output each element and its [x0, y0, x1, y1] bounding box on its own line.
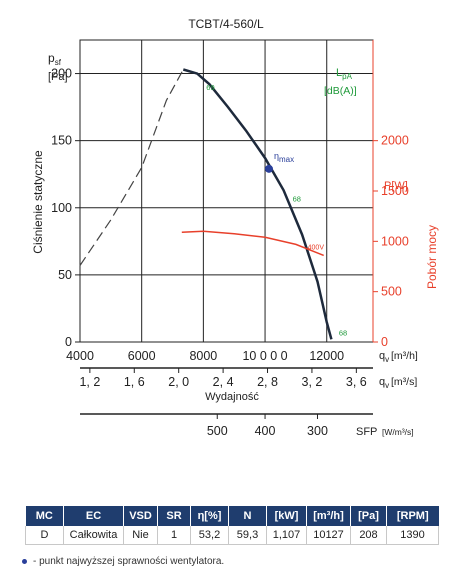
- y-tick-label: 150: [51, 134, 72, 148]
- noise-legend-symbol: LpA: [336, 67, 353, 81]
- m3s-tick-label: 3, 2: [302, 375, 323, 389]
- eta-max-label: ηmax: [274, 151, 294, 164]
- table-cell: 59,3: [228, 526, 267, 545]
- x-axis-unit-m3s: [m³/s]: [391, 376, 417, 388]
- table-header-cell: SR: [157, 506, 191, 526]
- table-cell: D: [25, 526, 64, 545]
- parameters-table: MC EC VSD SR η[%] N [kW] [m³/h] [Pa] [RPM] D Całko…: [25, 506, 439, 545]
- y-axis-title: Ciśnienie statyczne: [31, 150, 45, 254]
- y-tick-label: 200: [51, 67, 72, 81]
- m3s-tick-label: 3, 6: [346, 375, 367, 389]
- noise-legend-unit: [dB(A)]: [324, 85, 357, 97]
- table-header-cell: MC: [25, 506, 64, 526]
- noise-value-label: 68: [293, 194, 301, 203]
- table-header-cell: [Pa]: [350, 506, 387, 526]
- table-cell: 1: [157, 526, 191, 545]
- curves: [79, 68, 333, 340]
- x-tick-label: 12000: [309, 349, 344, 363]
- eta-max-dot-icon: [22, 558, 27, 564]
- y2-tick-label: 1000: [381, 234, 409, 248]
- y-axis-unit: [Pa]: [48, 71, 68, 83]
- y-tick-label: 100: [51, 201, 72, 215]
- y2-tick-label: 1500: [381, 184, 409, 198]
- power-curve-400v: [181, 230, 324, 257]
- table-header-cell: [kW]: [266, 506, 307, 526]
- grid: [79, 39, 374, 343]
- pressure-curve: [182, 68, 333, 340]
- x-axis-title: Wydajność: [205, 391, 259, 403]
- chart-title: TCBT/4-560/L: [188, 17, 264, 31]
- table-cell: Całkowita: [63, 526, 124, 545]
- x-tick-label: 4000: [66, 349, 94, 363]
- x-tick-label: 6000: [128, 349, 156, 363]
- y-tick-label: 0: [65, 335, 72, 349]
- noise-value-label: 68: [339, 329, 347, 338]
- table-header-cell: [RPM]: [386, 506, 439, 526]
- sfp-axis-unit: [W/m³/s]: [382, 427, 414, 437]
- sfp-tick-label: 500: [207, 424, 228, 438]
- table-row: D Całkowita Nie 1 53,2 59,3 1,107 10127 208 1390: [25, 526, 439, 545]
- y2-axis-unit: P[W]: [384, 180, 408, 192]
- y2-tick-label: 0: [381, 335, 388, 349]
- table-header-cell: N: [228, 506, 267, 526]
- m3s-tick-label: 2, 4: [213, 375, 234, 389]
- table-cell: 1390: [386, 526, 439, 545]
- table-cell: 208: [350, 526, 387, 545]
- x-tick-label: 8000: [189, 349, 217, 363]
- x-axis-symbol-m3s: qv: [379, 376, 389, 390]
- sfp-tick-label: 400: [255, 424, 276, 438]
- footnote-text: - punkt najwyższej sprawności wentylator…: [33, 556, 225, 567]
- footnote: - punkt najwyższej sprawności wentylator…: [22, 556, 224, 567]
- y2-tick-label: 2000: [381, 134, 409, 148]
- table-cell: 10127: [306, 526, 351, 545]
- y2-axis-title: Pobór mocy: [425, 225, 439, 289]
- y-axis-symbol: psf: [48, 51, 62, 67]
- pressure-curve-unstable: [79, 69, 184, 266]
- power-curve-label: 400V: [308, 244, 325, 251]
- y2-tick-label: 500: [381, 285, 402, 299]
- m3s-tick-label: 1, 2: [79, 375, 100, 389]
- x-axis-symbol-m3h: qv: [379, 350, 389, 364]
- m3s-tick-label: 1, 6: [124, 375, 145, 389]
- table-header-row: MC EC VSD SR η[%] N [kW] [m³/h] [Pa] [RPM]: [25, 506, 439, 526]
- table-header-cell: [m³/h]: [306, 506, 351, 526]
- table-cell: Nie: [123, 526, 158, 545]
- x-axis-unit-m3h: [m³/h]: [391, 350, 418, 362]
- sfp-axis-label: SFP: [356, 426, 377, 438]
- x-tick-label: 10 0 0 0: [242, 349, 287, 363]
- sfp-tick-label: 300: [307, 424, 328, 438]
- table-header-cell: VSD: [123, 506, 158, 526]
- y-tick-label: 50: [58, 268, 72, 282]
- m3s-tick-label: 2, 0: [168, 375, 189, 389]
- m3s-tick-label: 2, 8: [257, 375, 278, 389]
- table-cell: 53,2: [190, 526, 229, 545]
- table-cell: 1,107: [266, 526, 307, 545]
- eta-max-point: [264, 164, 273, 173]
- table-header-cell: EC: [63, 506, 124, 526]
- table-header-cell: η[%]: [190, 506, 229, 526]
- noise-value-label: 69: [206, 83, 214, 92]
